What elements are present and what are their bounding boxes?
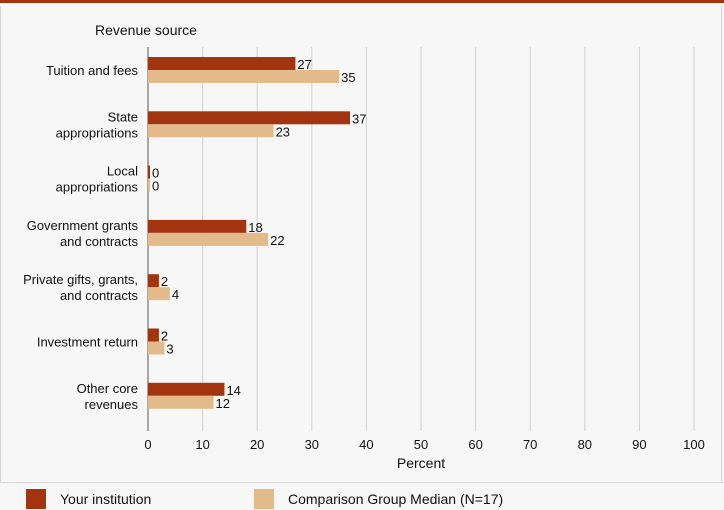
comparison-bar	[148, 70, 340, 83]
comparison-value-label: 22	[270, 233, 284, 248]
x-tick-label: 70	[523, 437, 537, 452]
institution-bar	[148, 57, 296, 70]
institution-value-label: 37	[352, 111, 366, 126]
category-label: Private gifts, grants,	[23, 272, 138, 287]
plot-panel: 0 10 20 30 40 50 60 70 80 90 100 Revenue source Perc…	[0, 6, 722, 482]
x-tick-label: 40	[359, 437, 373, 452]
x-tick-label: 30	[305, 437, 319, 452]
legend-item-comparison: Comparison Group Median (N=17)	[254, 489, 503, 509]
legend-label-comparison: Comparison Group Median (N=17)	[288, 491, 504, 507]
x-tick-label: 10	[195, 437, 209, 452]
legend-swatch-comparison	[254, 489, 274, 509]
category-label: Government grants	[27, 218, 139, 233]
comparison-value-label: 12	[216, 396, 230, 411]
comparison-value-label: 4	[172, 287, 179, 302]
institution-value-label: 2	[161, 274, 168, 289]
x-tick-label: 90	[632, 437, 646, 452]
institution-bar	[148, 328, 159, 342]
comparison-value-label: 35	[341, 70, 355, 85]
comparison-bar	[148, 395, 214, 409]
comparison-value-label: 0	[152, 179, 159, 194]
comparison-bar	[148, 124, 274, 138]
x-tick-label: 50	[414, 437, 428, 452]
x-tick-label: 20	[250, 437, 264, 452]
institution-value-label: 18	[248, 220, 262, 235]
legend-swatch-institution	[26, 489, 46, 509]
institution-value-label: 0	[152, 166, 159, 181]
comparison-bar	[148, 287, 170, 301]
institution-value-label: 27	[297, 57, 311, 72]
category-label: Tuition and fees	[46, 63, 139, 78]
x-tick-label: 80	[578, 437, 592, 452]
x-axis-title: Percent	[397, 455, 445, 471]
category-label: Other core	[77, 381, 138, 396]
x-tick-label: 60	[468, 437, 482, 452]
category-label: State	[108, 109, 138, 124]
category-label: and contracts	[60, 288, 139, 303]
category-label: appropriations	[56, 125, 139, 140]
comparison-bar	[148, 232, 269, 246]
legend-item-institution: Your institution	[26, 489, 151, 509]
category-label: and contracts	[60, 234, 139, 249]
institution-bar	[148, 274, 159, 288]
category-label: revenues	[85, 397, 139, 412]
comparison-bar	[148, 341, 165, 355]
comparison-bar	[148, 178, 150, 192]
category-label: Investment return	[37, 335, 138, 350]
category-label: Local	[107, 164, 138, 179]
y-axis-title: Revenue source	[95, 22, 197, 38]
legend-label-institution: Your institution	[60, 491, 152, 507]
category-label: appropriations	[56, 180, 139, 195]
legend: Your institution Comparison Group Median…	[0, 482, 724, 510]
comparison-value-label: 3	[166, 342, 173, 357]
x-tick-label: 100	[683, 437, 705, 452]
institution-value-label: 14	[226, 383, 240, 398]
institution-bar	[148, 382, 225, 396]
institution-value-label: 2	[161, 329, 168, 344]
institution-bar	[148, 165, 150, 179]
institution-bar	[148, 111, 351, 125]
institution-bar	[148, 219, 247, 233]
comparison-value-label: 23	[276, 124, 290, 139]
x-tick-label: 0	[144, 437, 151, 452]
